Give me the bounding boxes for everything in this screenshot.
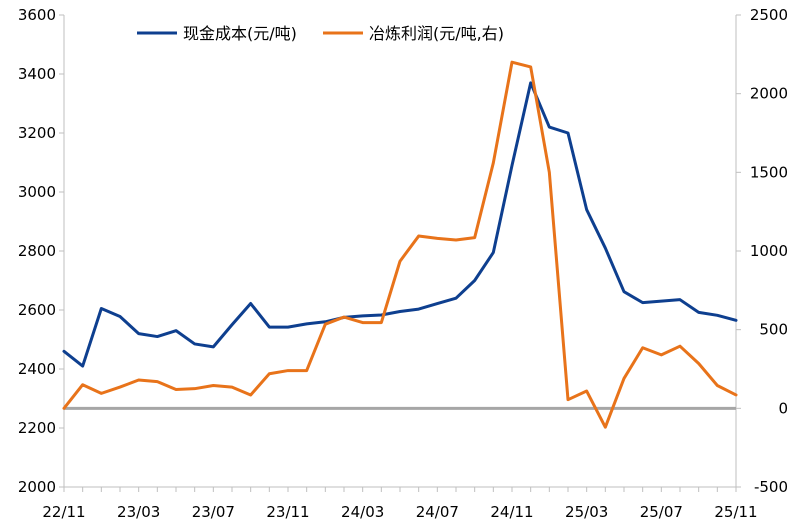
axes: 2000 2200 2400 2600 2800 3000 3200 3400 3600 -500…: [18, 6, 788, 521]
y-right-tick-label: 500: [759, 321, 788, 339]
y-left-tick-label: 3400: [18, 65, 56, 83]
x-tick-label: 23/11: [266, 503, 309, 521]
x-tick-label: 24/03: [341, 503, 384, 521]
y-right-tick-label: 2000: [750, 85, 788, 103]
y-right-tick-label: 2500: [750, 6, 788, 24]
y-right-tick-label: 1500: [750, 163, 788, 181]
series-line-2: [62, 60, 738, 429]
legend-label-2: 冶炼利润(元/吨,右): [369, 24, 504, 43]
series-line-1: [62, 81, 738, 368]
x-tick-label: 25/07: [640, 503, 683, 521]
y-left-tick-label: 3600: [18, 6, 56, 24]
series-layer: [62, 60, 738, 429]
x-tick-label: 25/03: [565, 503, 608, 521]
y-right-tick-label: -500: [754, 478, 788, 496]
y-left-tick-label: 3200: [18, 124, 56, 142]
y-left-tick-label: 2200: [18, 419, 56, 437]
y-left-tick-label: 2800: [18, 242, 56, 260]
x-tick-label: 25/11: [714, 503, 757, 521]
legend: 现金成本(元/吨) 冶炼利润(元/吨,右): [137, 24, 504, 43]
y-left-tick-label: 2600: [18, 301, 56, 319]
legend-label-1: 现金成本(元/吨): [183, 24, 297, 43]
x-tick-label: 24/11: [490, 503, 533, 521]
y-left-tick-label: 2400: [18, 360, 56, 378]
x-tick-label: 24/07: [416, 503, 459, 521]
x-tick-label: 23/07: [192, 503, 235, 521]
y-right-tick-label: 0: [778, 399, 788, 417]
x-tick-label: 22/11: [42, 503, 85, 521]
y-left-tick-label: 3000: [18, 183, 56, 201]
x-tick-label: 23/03: [117, 503, 160, 521]
y-right-tick-label: 1000: [750, 242, 788, 260]
y-left-tick-label: 2000: [18, 478, 56, 496]
